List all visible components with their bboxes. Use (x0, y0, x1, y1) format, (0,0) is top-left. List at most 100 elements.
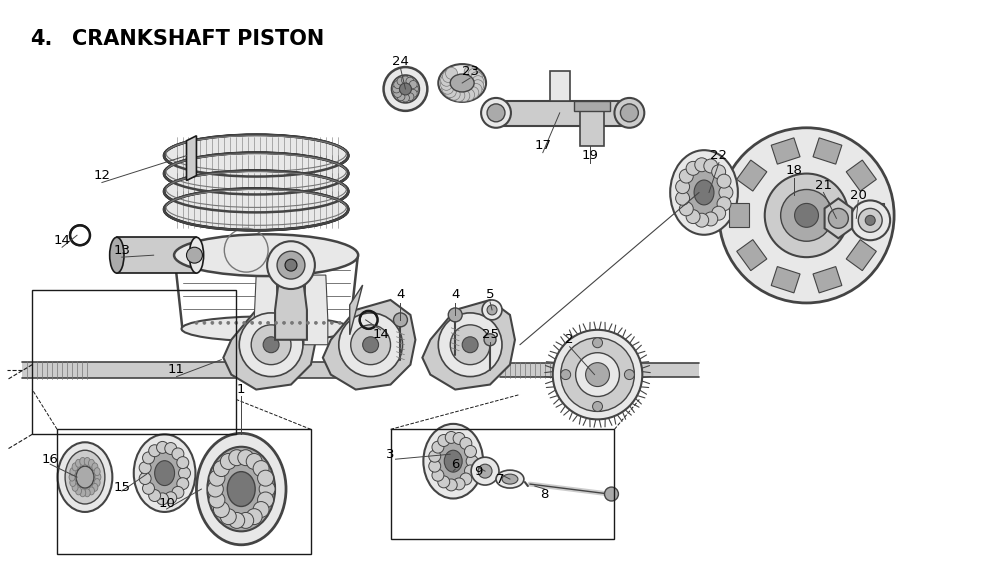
Ellipse shape (182, 317, 351, 341)
Ellipse shape (70, 479, 76, 487)
Text: 14: 14 (372, 328, 389, 341)
Polygon shape (771, 266, 800, 293)
Ellipse shape (444, 450, 462, 472)
Circle shape (471, 72, 483, 84)
Ellipse shape (76, 466, 94, 488)
Circle shape (406, 93, 414, 101)
Ellipse shape (65, 450, 105, 504)
Circle shape (238, 512, 254, 528)
Ellipse shape (189, 237, 204, 273)
Circle shape (448, 308, 462, 322)
Circle shape (207, 481, 223, 497)
Circle shape (440, 78, 452, 90)
Polygon shape (275, 270, 307, 340)
Circle shape (251, 321, 254, 324)
Text: 5: 5 (486, 289, 494, 301)
Circle shape (676, 191, 690, 205)
Polygon shape (323, 300, 415, 389)
Ellipse shape (487, 104, 505, 122)
Circle shape (781, 189, 832, 241)
Circle shape (251, 325, 291, 364)
Polygon shape (304, 275, 328, 345)
Ellipse shape (620, 104, 638, 122)
Polygon shape (729, 203, 749, 227)
Ellipse shape (80, 458, 86, 465)
Ellipse shape (95, 473, 101, 481)
Circle shape (149, 445, 161, 456)
Circle shape (719, 185, 733, 199)
Circle shape (593, 402, 603, 412)
Circle shape (143, 452, 154, 464)
Ellipse shape (76, 487, 82, 495)
Circle shape (438, 434, 450, 447)
Circle shape (322, 321, 325, 324)
Circle shape (593, 338, 603, 347)
Circle shape (453, 90, 465, 101)
Circle shape (149, 490, 161, 501)
Circle shape (604, 487, 618, 501)
Polygon shape (846, 160, 876, 191)
Text: 24: 24 (392, 55, 409, 68)
Circle shape (338, 321, 341, 324)
Circle shape (453, 478, 465, 490)
Ellipse shape (164, 171, 348, 212)
Circle shape (409, 89, 417, 97)
Polygon shape (223, 300, 316, 389)
Circle shape (139, 473, 151, 484)
Circle shape (220, 454, 236, 469)
Circle shape (586, 363, 609, 387)
Circle shape (179, 467, 190, 479)
Circle shape (394, 313, 407, 327)
Text: 13: 13 (113, 244, 130, 257)
Polygon shape (813, 266, 842, 293)
Circle shape (858, 208, 882, 232)
Circle shape (399, 83, 411, 95)
Circle shape (157, 493, 168, 505)
Polygon shape (117, 237, 196, 273)
Text: 3: 3 (386, 448, 395, 461)
Polygon shape (187, 136, 196, 181)
Text: 18: 18 (785, 164, 802, 177)
Ellipse shape (142, 444, 187, 502)
Circle shape (165, 492, 177, 504)
Text: 12: 12 (93, 169, 110, 182)
Polygon shape (737, 240, 767, 271)
Circle shape (465, 445, 476, 458)
Ellipse shape (69, 473, 75, 481)
Circle shape (441, 75, 453, 86)
Circle shape (157, 441, 168, 454)
Text: 25: 25 (482, 328, 499, 341)
Circle shape (462, 337, 478, 353)
Circle shape (195, 321, 198, 324)
Circle shape (432, 441, 444, 453)
Circle shape (406, 77, 414, 85)
Circle shape (448, 88, 460, 100)
Circle shape (795, 203, 818, 227)
Ellipse shape (70, 468, 76, 476)
Circle shape (267, 241, 315, 289)
Circle shape (679, 202, 693, 216)
Ellipse shape (227, 472, 255, 507)
Polygon shape (574, 101, 610, 111)
Circle shape (679, 169, 693, 183)
Ellipse shape (679, 161, 729, 224)
Ellipse shape (94, 468, 100, 476)
Text: 22: 22 (710, 149, 727, 162)
Circle shape (686, 210, 700, 223)
Circle shape (330, 321, 333, 324)
Text: 11: 11 (168, 363, 185, 376)
Ellipse shape (134, 434, 195, 512)
Circle shape (576, 353, 619, 396)
Ellipse shape (450, 74, 474, 92)
Circle shape (445, 431, 457, 444)
Polygon shape (279, 275, 303, 345)
Circle shape (458, 90, 470, 102)
Ellipse shape (92, 463, 98, 471)
Circle shape (482, 300, 502, 320)
Circle shape (865, 215, 875, 225)
Circle shape (397, 77, 405, 85)
Circle shape (219, 321, 222, 324)
Circle shape (259, 481, 275, 497)
Text: 1: 1 (237, 383, 245, 396)
Circle shape (339, 313, 402, 377)
